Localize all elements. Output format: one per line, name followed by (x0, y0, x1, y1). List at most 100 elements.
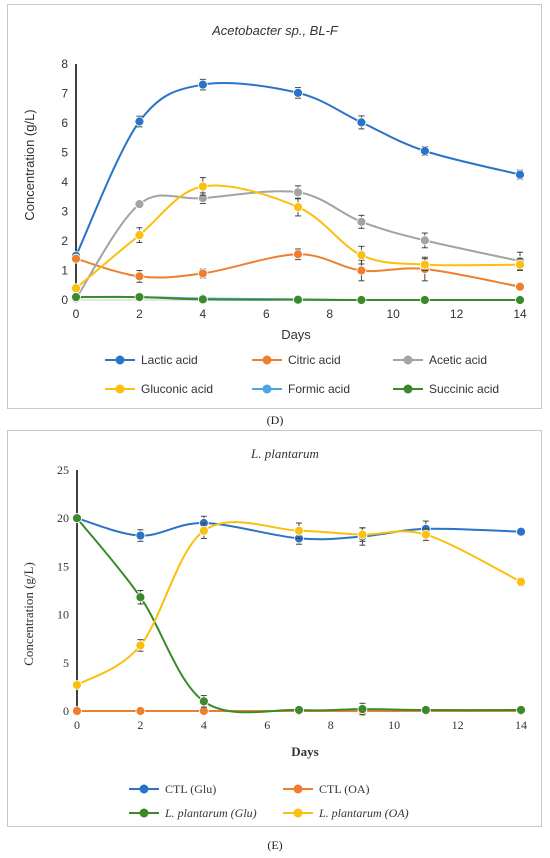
data-point (516, 705, 526, 715)
legend-swatch-marker (293, 808, 303, 818)
data-point (294, 705, 304, 715)
chart-panel-d: Acetobacter sp., BL-F Concentration (g/L… (7, 4, 542, 409)
data-point (71, 253, 81, 264)
x-tick-label: 0 (73, 307, 80, 321)
y-tick-label: 0 (61, 293, 68, 307)
x-tick-label: 6 (264, 718, 270, 732)
data-point (356, 250, 367, 261)
data-point (357, 704, 368, 714)
data-point (293, 187, 303, 198)
x-tick-label: 8 (326, 307, 333, 321)
data-point (356, 216, 367, 227)
chart-d-xlabel: Days (281, 327, 311, 342)
legend-label: L. plantarum (OA) (318, 806, 409, 820)
legend-swatch-marker (403, 384, 413, 394)
legend-label: Succinic acid (429, 382, 499, 396)
y-tick-label: 1 (61, 264, 68, 278)
legend-swatch-marker (262, 384, 272, 394)
chart-d-title: Acetobacter sp., BL-F (211, 23, 339, 38)
data-point (420, 529, 431, 540)
data-point (419, 146, 430, 156)
y-tick-label: 4 (61, 175, 68, 189)
data-point (198, 525, 209, 536)
chart-d-ylabel: Concentration (g/L) (22, 109, 37, 220)
y-tick-label: 10 (57, 608, 69, 622)
legend-swatch-marker (139, 808, 149, 818)
data-point (293, 249, 303, 260)
y-tick-label: 20 (57, 511, 69, 525)
data-point (135, 640, 146, 651)
data-point (72, 680, 82, 690)
data-point (294, 525, 304, 536)
legend-label: CTL (OA) (319, 782, 370, 796)
data-point (419, 235, 430, 246)
legend-label: L. plantarum (Glu) (164, 806, 257, 820)
data-point (197, 79, 208, 90)
data-point (135, 592, 146, 603)
data-point (198, 706, 209, 716)
x-tick-label: 2 (137, 718, 143, 732)
data-point (198, 696, 209, 707)
data-point (71, 292, 81, 302)
data-point (134, 199, 145, 210)
chart-e-svg: L. plantarum Concentration (g/L) Days 0 5… (21, 446, 527, 820)
legend-swatch-marker (115, 355, 125, 365)
legend-label: Citric acid (288, 353, 341, 367)
legend-swatch-marker (403, 355, 413, 365)
x-tick-label: 4 (201, 718, 207, 732)
data-point (197, 294, 208, 305)
data-point (135, 706, 146, 716)
legend-label: Formic acid (288, 382, 350, 396)
data-point (515, 259, 525, 270)
y-tick-label: 8 (61, 57, 68, 71)
data-point (356, 265, 367, 276)
data-point (134, 292, 145, 302)
y-tick-label: 25 (57, 463, 69, 477)
chart-e-legend: CTL (Glu) CTL (OA) L. plantarum (Glu) L. pl… (129, 782, 409, 820)
x-tick-label: 2 (136, 307, 143, 321)
x-tick-label: 14 (513, 307, 527, 321)
y-tick-label: 0 (63, 704, 69, 718)
data-point (419, 259, 430, 270)
data-point (293, 202, 303, 212)
y-tick-label: 15 (57, 559, 69, 573)
data-point (134, 116, 145, 127)
series-line (75, 82, 521, 257)
data-point (134, 271, 145, 282)
data-point (516, 526, 526, 537)
y-tick-label: 2 (61, 234, 68, 248)
data-point (515, 281, 525, 292)
x-tick-label: 10 (388, 718, 400, 732)
x-tick-label: 12 (450, 307, 464, 321)
chart-d-svg: Acetobacter sp., BL-F Concentration (g/L… (22, 23, 527, 396)
legend-swatch-marker (262, 355, 272, 365)
chart-e-plot-area: 0 5 10 15 20 25 0 2 4 6 8 10 12 14 (57, 463, 527, 732)
legend-label: Gluconic acid (141, 382, 213, 396)
legend-swatch-marker (139, 784, 149, 794)
data-point (72, 513, 82, 524)
x-tick-label: 14 (515, 718, 527, 732)
figure-caption-d: (D) (266, 413, 284, 427)
x-tick-label: 10 (386, 307, 400, 321)
chart-panel-e: L. plantarum Concentration (g/L) Days 0 5… (7, 430, 542, 827)
y-tick-label: 7 (61, 87, 68, 101)
y-tick-label: 5 (61, 146, 68, 160)
legend-label: Acetic acid (429, 353, 487, 367)
chart-e-ylabel: Concentration (g/L) (21, 562, 36, 666)
data-point (420, 705, 431, 715)
data-point (356, 295, 367, 305)
figure-caption-e: (E) (267, 838, 283, 852)
data-point (516, 576, 526, 587)
x-tick-label: 6 (263, 307, 270, 321)
chart-e-xlabel: Days (291, 744, 318, 759)
data-point (293, 88, 303, 98)
x-tick-label: 8 (328, 718, 334, 732)
data-point (356, 117, 367, 128)
legend-swatch-marker (293, 784, 303, 794)
x-tick-label: 0 (74, 718, 80, 732)
data-point (72, 706, 82, 716)
data-point (419, 295, 430, 305)
x-tick-label: 4 (200, 307, 207, 321)
legend-label: Lactic acid (141, 353, 198, 367)
